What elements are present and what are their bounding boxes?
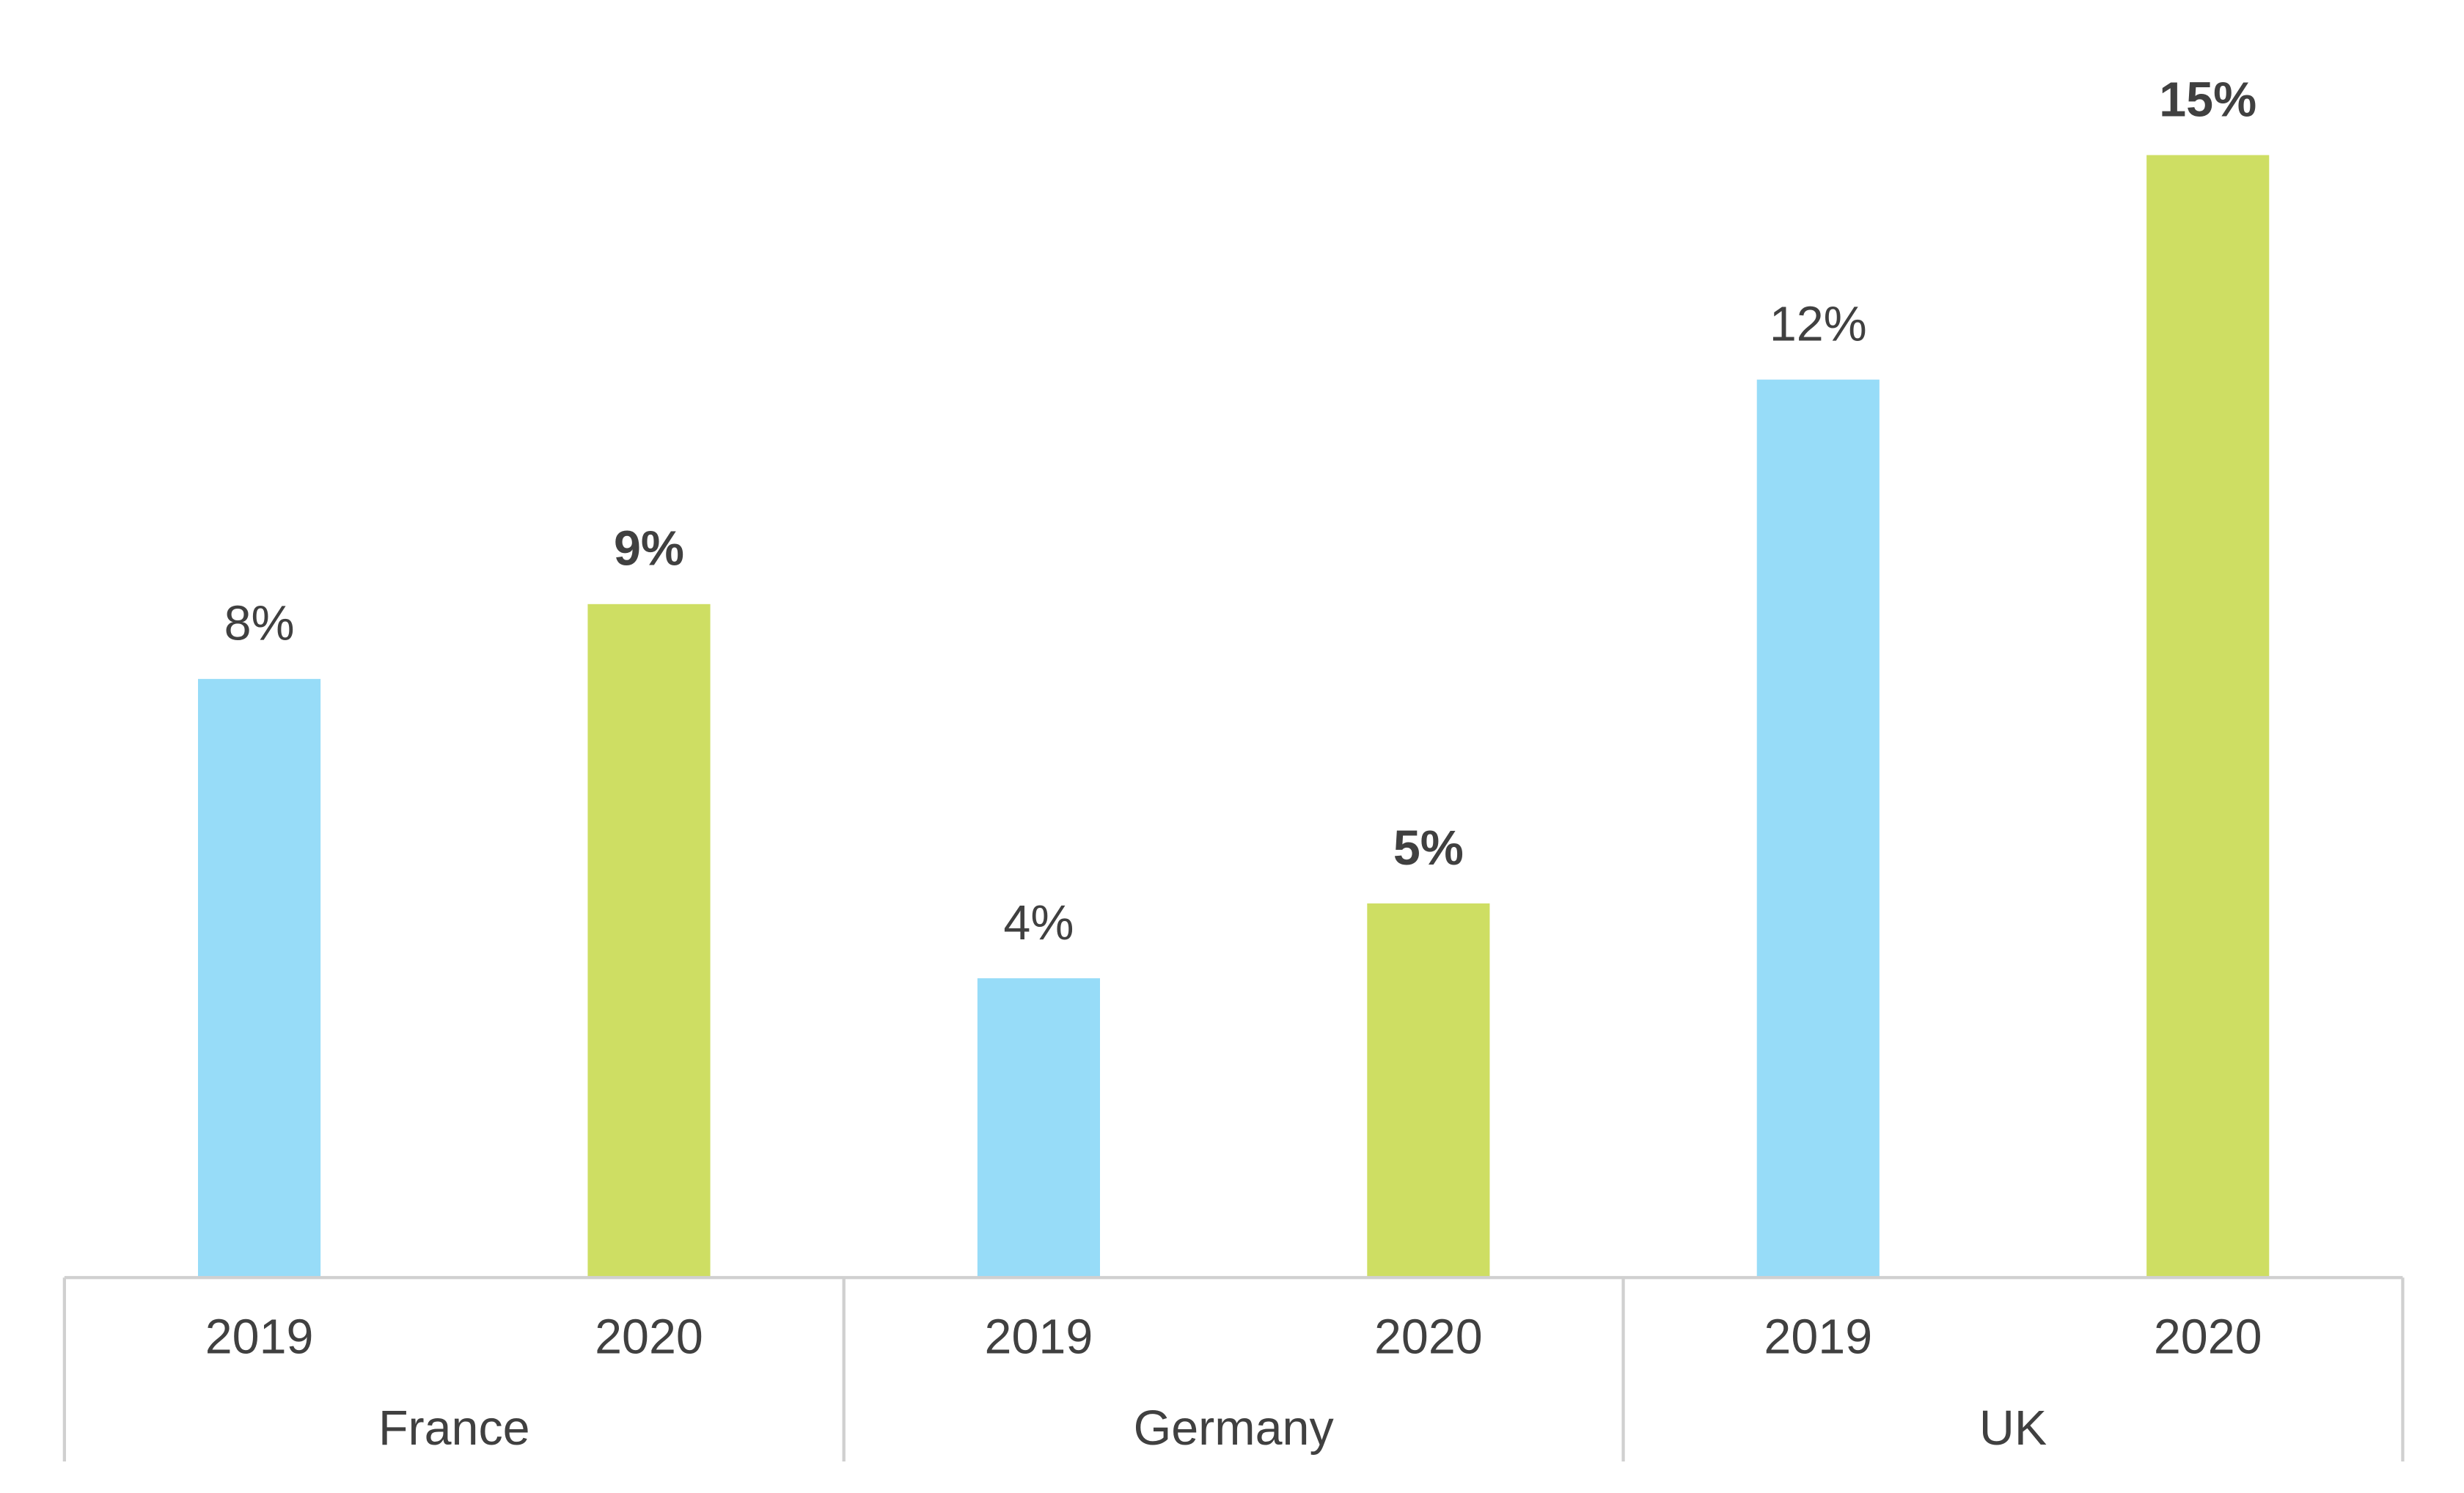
- x-tick-label: 2020: [2154, 1310, 2262, 1365]
- bar: [198, 678, 321, 1278]
- x-tick-label: 2020: [1374, 1310, 1483, 1365]
- group-label: France: [378, 1401, 530, 1456]
- value-label: 4%: [1003, 896, 1074, 950]
- bar: [1367, 903, 1490, 1278]
- value-label: 5%: [1393, 821, 1464, 876]
- value-label: 9%: [614, 522, 684, 576]
- x-tick-label: 2019: [205, 1310, 314, 1365]
- bar: [587, 604, 711, 1278]
- bar: [1756, 379, 1880, 1278]
- x-tick-label: 2020: [595, 1310, 703, 1365]
- x-tick-label: 2019: [1764, 1310, 1872, 1365]
- group-label: UK: [1979, 1401, 2047, 1456]
- value-label: 15%: [2159, 73, 2256, 127]
- bar: [2146, 155, 2270, 1278]
- value-label: 12%: [1770, 297, 1867, 351]
- value-label: 8%: [224, 597, 295, 651]
- x-tick-label: 2019: [985, 1310, 1093, 1365]
- bar: [977, 978, 1100, 1278]
- group-label: Germany: [1134, 1401, 1335, 1456]
